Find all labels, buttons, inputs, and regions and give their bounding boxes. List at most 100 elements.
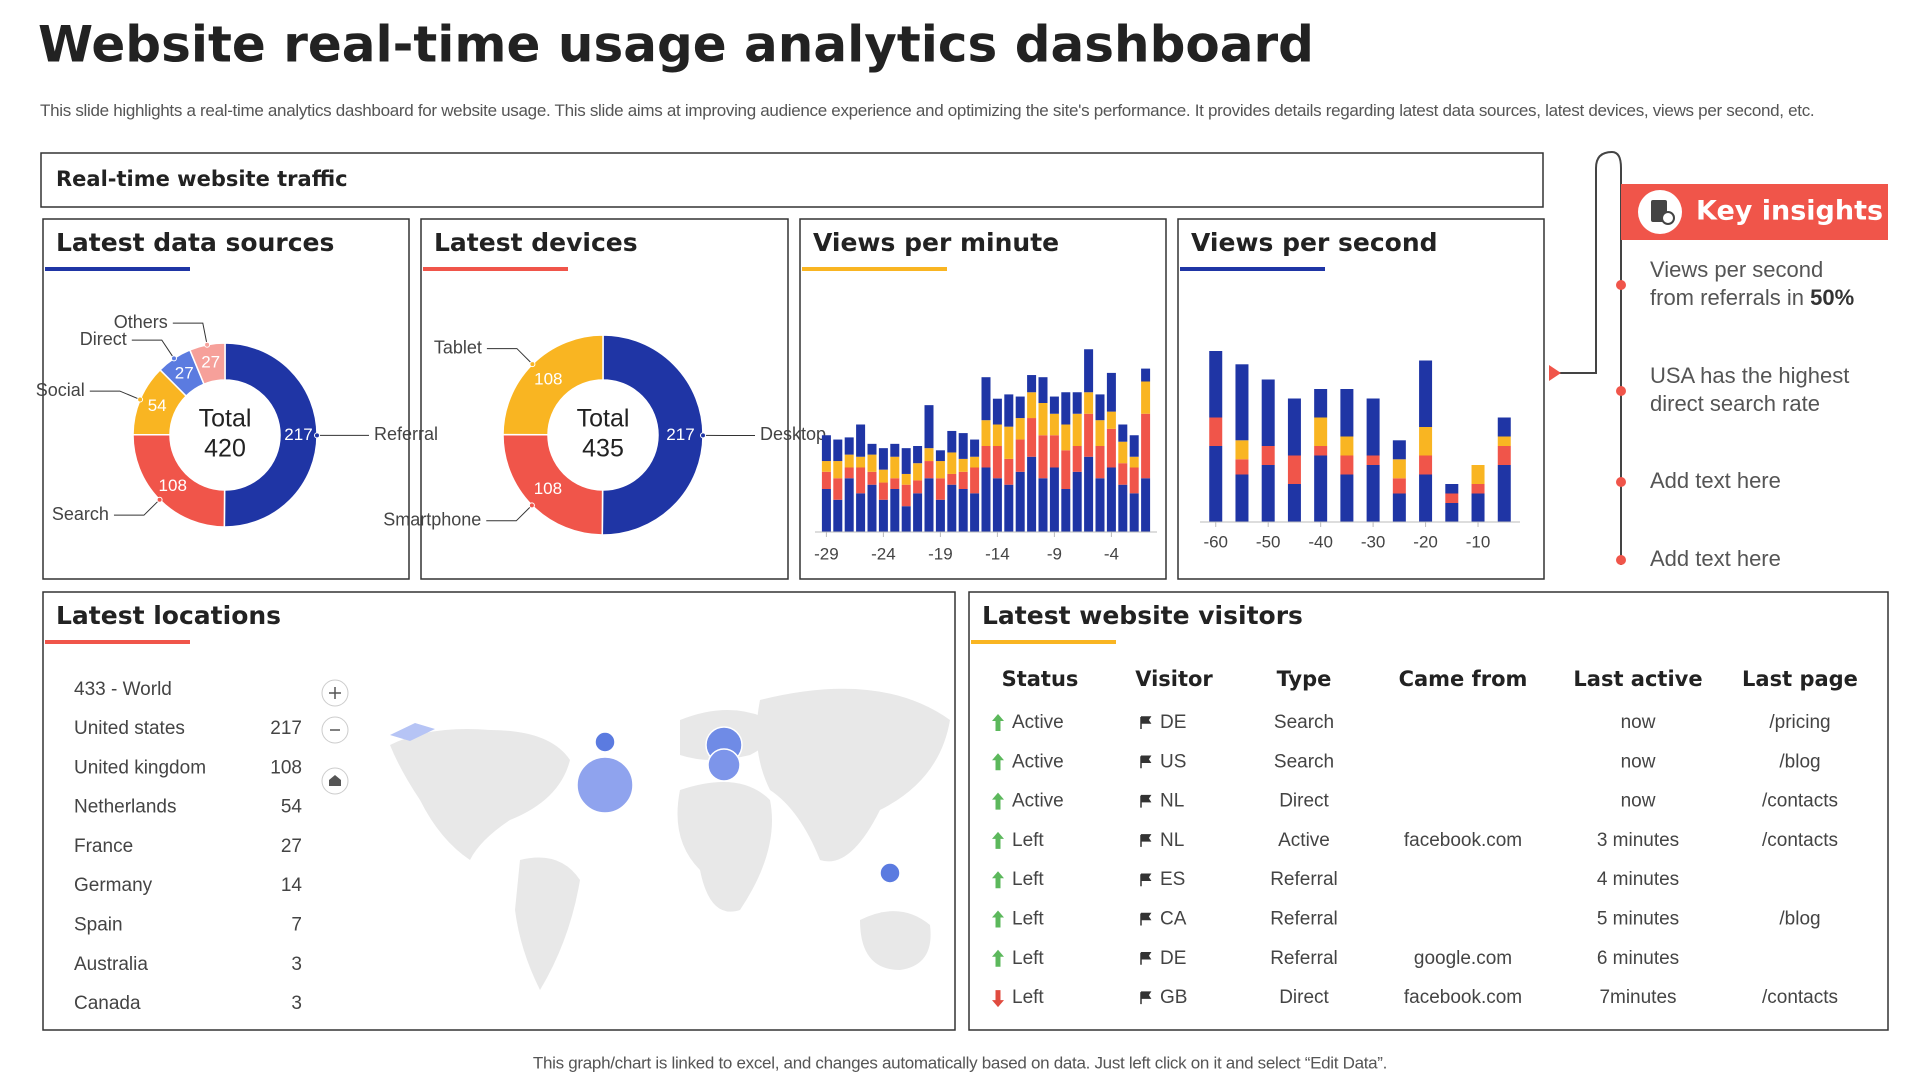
bar-segment <box>1129 493 1139 532</box>
bar-segment <box>1340 436 1354 456</box>
bar-segment <box>901 484 911 507</box>
bar-segment <box>1287 484 1301 522</box>
bar-segment <box>1072 392 1082 414</box>
title-underline <box>45 640 190 644</box>
map-bubble <box>707 748 741 782</box>
bar-segment <box>1049 467 1059 532</box>
bar-segment <box>1072 413 1082 446</box>
donut-total: 435 <box>582 435 624 463</box>
bar-segment <box>992 398 1002 425</box>
bar-segment <box>878 482 888 500</box>
bar-segment <box>992 478 1002 532</box>
bar-segment <box>844 478 854 532</box>
table-cell: DE <box>1160 948 1186 969</box>
bar-segment <box>981 446 991 468</box>
bar-segment <box>1038 403 1048 436</box>
bar-segment <box>1141 381 1151 414</box>
column-header: Last page <box>1742 667 1858 691</box>
bar-segment <box>1027 392 1037 419</box>
table-cell: /pricing <box>1769 712 1830 733</box>
table-cell: now <box>1621 791 1656 812</box>
segment-name: Smartphone <box>383 510 481 530</box>
bar-segment <box>1118 424 1128 442</box>
table-cell: Active <box>1012 751 1064 772</box>
bar-segment <box>1015 471 1025 532</box>
bar-segment <box>1209 351 1223 418</box>
location-name: France <box>74 836 133 857</box>
flag-icon <box>1140 794 1152 808</box>
leader-line <box>486 348 533 365</box>
leader-dot <box>156 496 163 503</box>
x-tick-label: -14 <box>985 544 1010 563</box>
bar-segment <box>1340 389 1354 437</box>
bar-segment <box>1235 474 1249 522</box>
insight-bullet <box>1616 477 1626 487</box>
table-cell: Left <box>1012 987 1044 1008</box>
insight-line: direct search rate <box>1650 391 1820 416</box>
title-underline <box>45 267 190 271</box>
table-cell: /blog <box>1779 909 1820 930</box>
flag-icon <box>1140 873 1152 887</box>
location-name: Canada <box>74 993 141 1014</box>
segment-value: 217 <box>666 425 694 444</box>
segment-value: 108 <box>534 479 562 498</box>
table-cell: facebook.com <box>1404 830 1522 851</box>
bar-segment <box>1084 456 1094 532</box>
flag-icon <box>1140 755 1152 769</box>
bar-segment <box>1366 398 1380 456</box>
bar-segment <box>1419 455 1433 475</box>
bar-segment <box>1261 465 1275 522</box>
trend-up-icon <box>992 792 1004 810</box>
trend-up-icon <box>992 714 1004 731</box>
bar-segment <box>878 469 888 483</box>
bar-segment <box>1015 396 1025 419</box>
insight-line: Views per second <box>1650 257 1823 282</box>
table-cell: now <box>1621 712 1656 733</box>
panel <box>968 591 1889 1031</box>
leader-dot <box>204 341 211 348</box>
segment-value: 108 <box>159 476 187 495</box>
table-cell: GB <box>1160 987 1187 1008</box>
map-land <box>390 723 435 741</box>
segment-name: Social <box>36 380 85 400</box>
leader-dot <box>170 355 177 362</box>
bar-segment <box>1049 413 1059 436</box>
trend-up-icon <box>992 831 1004 849</box>
footer-note: This graph/chart is linked to excel, and… <box>533 1053 1387 1072</box>
bar-segment <box>924 448 934 462</box>
bar-segment <box>856 424 866 457</box>
bar-segment <box>878 499 888 532</box>
table-cell: Direct <box>1279 987 1329 1008</box>
location-name: United states <box>74 718 185 739</box>
bar-segment <box>935 499 945 532</box>
bar-segment <box>1497 446 1511 465</box>
bar-segment <box>947 430 957 453</box>
bar-segment <box>970 456 980 468</box>
bar-segment <box>1392 493 1406 522</box>
leader-dot <box>137 396 144 403</box>
bar-segment <box>935 478 945 500</box>
bar-segment <box>878 448 888 470</box>
location-name: United kingdom <box>74 757 206 778</box>
bar-segment <box>1084 349 1094 393</box>
donut-segment <box>502 334 604 436</box>
table-cell: Active <box>1012 712 1064 733</box>
leader-dot <box>313 432 320 439</box>
donut-center-label: Total <box>577 405 630 433</box>
bar-segment <box>901 506 911 532</box>
table-cell: 6 minutes <box>1597 948 1679 969</box>
bar-segment <box>1445 503 1459 522</box>
bar-segment <box>1497 465 1511 522</box>
table-cell: Left <box>1012 948 1044 969</box>
insights-title: Key insights <box>1696 196 1883 227</box>
bar-segment <box>833 461 843 479</box>
insights-icon-glass <box>1661 211 1675 225</box>
insight-bullet <box>1616 280 1626 290</box>
bar-segment <box>856 467 866 494</box>
bar-segment <box>1471 484 1485 494</box>
bar-segment <box>1392 478 1406 494</box>
table-cell: /contacts <box>1762 987 1838 1008</box>
leader-dot <box>528 502 535 509</box>
